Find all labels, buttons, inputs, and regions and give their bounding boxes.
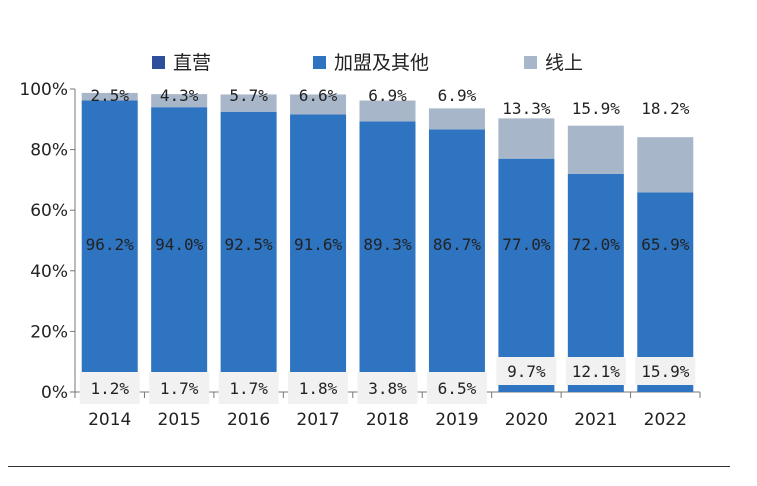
bar-segment [81,92,138,101]
bottom-label: 1.2% [90,379,129,398]
segment-label: 89.3% [363,235,412,254]
x-tick-label: 2019 [435,410,478,430]
y-tick-label: 40% [30,262,68,282]
bar-segment [428,108,485,130]
chart-legend: 直营 加盟及其他 线上 [152,52,583,74]
y-tick-label: 80% [30,141,68,161]
bar-segment [81,100,138,392]
bottom-label: 12.1% [572,362,621,381]
y-tick-label: 0% [41,383,68,403]
x-tick-label: 2016 [227,410,270,430]
legend-swatch [524,56,537,69]
segment-label: 4.3% [160,86,199,105]
label-background [288,372,349,404]
label-background [426,372,487,404]
segment-label: 86.7% [433,235,482,254]
label-background [496,357,557,385]
y-tick-label: 20% [30,322,68,342]
label-background [149,372,210,404]
segment-label: 92.5% [225,235,274,254]
bar-segment [567,173,624,392]
label-background [218,372,279,404]
segment-label: 94.0% [155,235,204,254]
label-background [565,357,626,385]
data-labels: 96.2% 2.5% 94.0% 4.3% 92.5% 5.7% 91.6% 6.6% 89.3… [79,86,696,404]
bar-segment [567,125,624,174]
segment-label: 6.6% [299,86,338,105]
segment-label: 13.3% [502,99,551,118]
bar-segment [290,114,347,393]
x-tick-label: 2017 [296,410,339,430]
bottom-label: 15.9% [641,362,690,381]
segment-label: 2.5% [90,86,129,105]
bottom-label: 1.8% [299,379,338,398]
y-tick-label: 100% [19,80,68,100]
x-tick-label: 2020 [505,410,548,430]
legend-label: 直营 [173,52,211,74]
bar-segment [428,129,485,392]
legend-swatch [313,56,326,69]
x-tick-label: 2021 [574,410,617,430]
x-axis: 2014 2015 2016 2017 2018 2019 2020 2021 2022 [74,391,701,430]
segment-label: 18.2% [641,99,690,118]
bottom-label: 9.7% [507,362,546,381]
bottom-label: 6.5% [438,379,477,398]
bar-segment [359,121,416,393]
bar-segment [220,94,277,112]
legend-label: 加盟及其他 [334,52,429,74]
segment-label: 96.2% [86,235,135,254]
segment-label: 91.6% [294,235,343,254]
segment-label: 6.9% [368,86,407,105]
label-background [357,372,418,404]
segment-label: 72.0% [572,235,621,254]
legend-label: 线上 [545,52,583,74]
bar-segment [220,111,277,392]
bar-segment [151,107,208,393]
y-tick-label: 60% [30,201,68,221]
bar-segment [498,158,555,392]
bottom-label: 3.8% [368,379,407,398]
bar-segment [151,94,208,108]
footer-divider [8,466,730,467]
x-tick-label: 2022 [644,410,687,430]
segment-label: 15.9% [572,99,621,118]
label-background [635,357,696,385]
bottom-label: 1.7% [229,379,268,398]
label-background [79,372,140,404]
bar-segment [359,100,416,122]
legend-swatch [152,56,165,69]
segment-label: 6.9% [438,86,477,105]
bar-segment [498,118,555,159]
x-tick-label: 2015 [158,410,201,430]
bar-segment [290,94,347,115]
y-axis: 0% 20% 40% 60% 80% 100% [19,80,76,403]
bar-segment [637,137,694,193]
segment-label: 5.7% [229,86,268,105]
segment-label: 77.0% [502,235,551,254]
bottom-label: 1.7% [160,379,199,398]
x-tick-label: 2014 [88,410,131,430]
segment-label: 65.9% [641,235,690,254]
x-tick-label: 2018 [366,410,409,430]
